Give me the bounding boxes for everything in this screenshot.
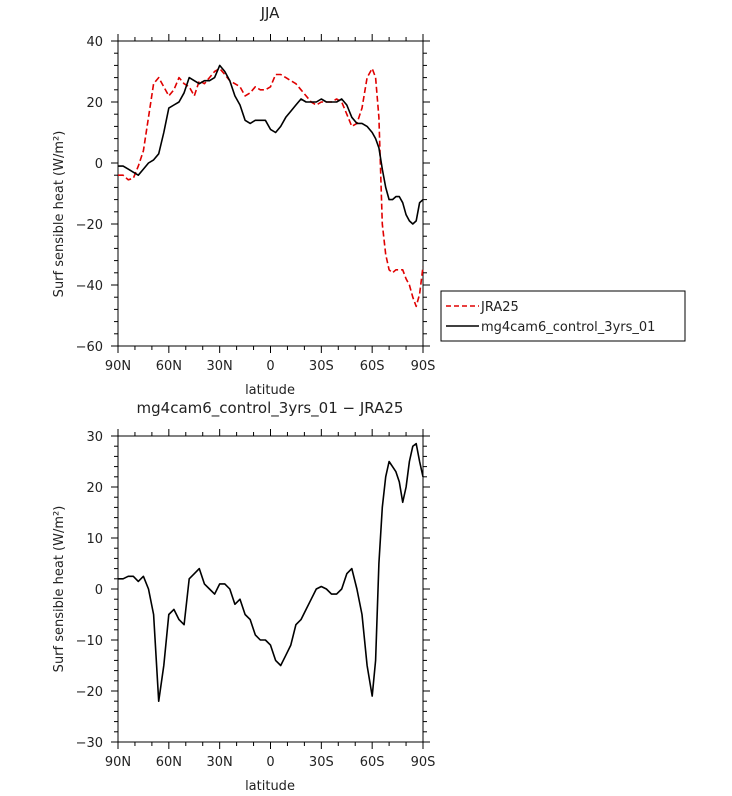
y-tick-label: 0: [95, 157, 103, 172]
x-tick-label: 30N: [207, 755, 233, 770]
x-tick-label: 30S: [309, 359, 334, 374]
bottom-ticks: 90N 60N 30N 0 30S 60S 90S −30 −20 −10 0 10 20 30: [76, 429, 436, 770]
top-chart-title: JJA: [260, 4, 281, 22]
legend: JRA25 mg4cam6_control_3yrs_01: [440, 290, 686, 342]
x-tick-label: 0: [266, 755, 274, 770]
series-line-jra25: [118, 67, 424, 308]
top-panel: JJA 90N 60N 30N 0 30S 60S 90S −60 −40 −20 0 20 40 la…: [52, 4, 686, 398]
legend-box: [440, 290, 686, 342]
x-tick-label: 30S: [309, 755, 334, 770]
bottom-x-axis-label: latitude: [245, 779, 295, 794]
x-tick-label: 90N: [105, 755, 131, 770]
top-x-axis-label: latitude: [245, 383, 295, 398]
x-tick-label: 0: [266, 359, 274, 374]
y-tick-label: 20: [86, 96, 103, 111]
x-tick-label: 60S: [360, 755, 385, 770]
series-line-mg4cam6-control-3yrs-01: [118, 64, 424, 225]
top-series: [118, 64, 424, 308]
y-tick-label: −20: [76, 685, 103, 700]
x-tick-label: 60N: [156, 359, 182, 374]
y-tick-label: −20: [76, 218, 103, 233]
legend-entry-jra25: JRA25: [480, 300, 519, 315]
y-tick-label: 10: [86, 532, 103, 547]
x-tick-label: 90S: [411, 755, 436, 770]
legend-entry-model: mg4cam6_control_3yrs_01: [481, 320, 655, 335]
top-ticks: 90N 60N 30N 0 30S 60S 90S −60 −40 −20 0 20 40: [76, 34, 436, 374]
y-tick-label: −30: [76, 736, 103, 751]
x-tick-label: 60S: [360, 359, 385, 374]
top-y-axis-label: Surf sensible heat (W/m²): [52, 131, 67, 298]
bottom-series: [118, 442, 424, 703]
y-tick-label: −10: [76, 634, 103, 649]
y-tick-label: −40: [76, 279, 103, 294]
y-tick-label: 20: [86, 481, 103, 496]
y-tick-label: 30: [86, 430, 103, 445]
bottom-panel: mg4cam6_control_3yrs_01 − JRA25 90N 60N 30…: [52, 399, 435, 794]
bottom-y-axis-label: Surf sensible heat (W/m²): [52, 506, 67, 673]
series-line-difference: [118, 442, 424, 703]
y-tick-label: −60: [76, 340, 103, 355]
y-tick-label: 40: [86, 35, 103, 50]
x-tick-label: 90S: [411, 359, 436, 374]
bottom-chart-title: mg4cam6_control_3yrs_01 − JRA25: [137, 399, 404, 418]
x-tick-label: 90N: [105, 359, 131, 374]
x-tick-label: 30N: [207, 359, 233, 374]
x-tick-label: 60N: [156, 755, 182, 770]
y-tick-label: 0: [95, 583, 103, 598]
